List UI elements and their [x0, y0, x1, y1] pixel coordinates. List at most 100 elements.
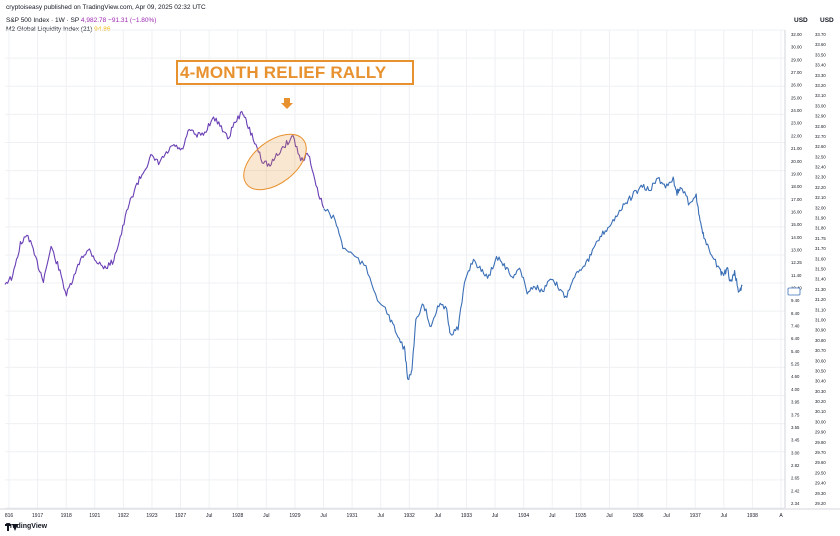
y-tick-right: 33.40 — [815, 63, 826, 68]
y-tick-right: 30.50 — [815, 368, 826, 373]
y-tick-right: 31.40 — [815, 277, 826, 282]
currency-label-left: USD — [794, 17, 808, 24]
y-tick-right: 30.70 — [815, 348, 826, 353]
y-tick-right: 31.75 — [815, 236, 826, 241]
y-tick-right: 32.60 — [815, 144, 826, 149]
x-tick-label: 1922 — [118, 513, 129, 519]
y-tick-left: 8.40 — [791, 311, 800, 316]
y-tick-left: 21.00 — [791, 146, 802, 151]
x-tick-label: Jul — [721, 513, 727, 519]
y-tick-right: 31.80 — [815, 226, 826, 231]
y-tick-right: 31.00 — [815, 317, 826, 322]
last-price-marker — [787, 287, 801, 296]
y-tick-left: 4.00 — [791, 387, 800, 392]
y-tick-left: 2.65 — [791, 476, 800, 481]
y-tick-right: 32.70 — [815, 134, 826, 139]
currency-label-right: USD — [820, 17, 834, 24]
x-tick-label: 1935 — [575, 513, 586, 519]
x-tick-label: 1927 — [175, 513, 186, 519]
y-tick-left: 6.40 — [791, 336, 800, 341]
y-tick-right: 30.20 — [815, 399, 826, 404]
series-line-sp500 — [4, 110, 325, 297]
x-tick-label: Jul — [549, 513, 555, 519]
y-tick-left: 2.42 — [791, 488, 800, 493]
y-tick-right: 29.90 — [815, 430, 826, 435]
y-tick-right: 33.30 — [815, 73, 826, 78]
x-tick-label: Jul — [663, 513, 669, 519]
y-tick-right: 32.10 — [815, 195, 826, 200]
y-tick-right: 31.50 — [815, 267, 826, 272]
y-tick-left: 3.45 — [791, 438, 800, 443]
legend-row-sp: S&P 500 Index · 1W · SP 4,982.78 −91.31 … — [6, 16, 156, 25]
y-tick-right: 31.20 — [815, 297, 826, 302]
annotation-box — [176, 60, 414, 85]
y-tick-left: 19.00 — [791, 171, 802, 176]
y-tick-right: 30.90 — [815, 328, 826, 333]
x-tick-label: Jul — [378, 513, 384, 519]
y-tick-left: 17.00 — [791, 197, 802, 202]
y-tick-left: 27.00 — [791, 70, 802, 75]
y-tick-right: 31.60 — [815, 256, 826, 261]
x-tick-label: 1938 — [747, 513, 758, 519]
x-tick-label: Jul — [263, 513, 269, 519]
x-tick-label: 1929 — [289, 513, 300, 519]
y-tick-left: 23.00 — [791, 121, 802, 126]
y-tick-left: 5.25 — [791, 362, 800, 367]
y-tick-right: 29.70 — [815, 450, 826, 455]
y-tick-left: 3.00 — [791, 450, 800, 455]
series-line-m2 — [323, 176, 743, 381]
x-tick-label: A — [779, 513, 783, 519]
y-tick-left: 14.00 — [791, 235, 802, 240]
y-tick-left: 20.00 — [791, 159, 802, 164]
y-tick-right: 30.00 — [815, 419, 826, 424]
y-tick-right: 33.70 — [815, 32, 826, 37]
y-tick-right: 33.20 — [815, 83, 826, 88]
y-tick-left: 4.60 — [791, 374, 800, 379]
y-tick-left: 25.00 — [791, 95, 802, 100]
highlight-ellipse — [243, 133, 307, 191]
x-tick-label: 1936 — [632, 513, 643, 519]
y-tick-right: 32.40 — [815, 165, 826, 170]
y-tick-right: 33.00 — [815, 103, 826, 108]
y-tick-left: 3.55 — [791, 425, 800, 430]
y-tick-left: 32.00 — [791, 32, 802, 37]
tradingview-brand-text: TradingView — [6, 523, 48, 530]
y-tick-right: 30.60 — [815, 358, 826, 363]
y-tick-left: 3.95 — [791, 400, 800, 405]
y-tick-right: 31.10 — [815, 307, 826, 312]
annotation-text: 4-MONTH RELIEF RALLY — [180, 63, 387, 82]
y-tick-right: 29.30 — [815, 491, 826, 496]
x-tick-label: Jul — [320, 513, 326, 519]
y-tick-right: 29.20 — [815, 501, 826, 506]
y-tick-right: 30.80 — [815, 338, 826, 343]
y-tick-left: 29.00 — [791, 57, 802, 62]
x-tick-label: 1917 — [32, 513, 43, 519]
y-tick-right: 29.60 — [815, 460, 826, 465]
legend-sp-label: S&P 500 Index · 1W · SP — [6, 17, 80, 24]
y-tick-left: 3.75 — [791, 412, 800, 417]
y-tick-left: 12.25 — [791, 260, 802, 265]
x-tick-label: Jul — [492, 513, 498, 519]
tradingview-logo[interactable]: TradingView — [6, 523, 47, 530]
y-tick-left: 18.00 — [791, 184, 802, 189]
publisher-line: cryptoiseasy published on TradingView.co… — [6, 4, 206, 11]
y-tick-right: 32.20 — [815, 185, 826, 190]
x-tick-label: 1937 — [690, 513, 701, 519]
y-tick-left: 9.40 — [791, 298, 800, 303]
y-tick-right: 31.70 — [815, 246, 826, 251]
y-tick-right: 33.50 — [815, 52, 826, 57]
x-tick-label: 1921 — [89, 513, 100, 519]
y-tick-right: 31.30 — [815, 287, 826, 292]
x-tick-label: Jul — [435, 513, 441, 519]
y-tick-left: 11.40 — [791, 273, 802, 278]
x-tick-label: 1923 — [146, 513, 157, 519]
legend-sp-change: −91.31 (−1.80%) — [108, 17, 157, 24]
tradingview-logo-icon — [5, 524, 18, 531]
x-tick-label: 816 — [5, 513, 14, 519]
y-tick-left: 22.00 — [791, 133, 802, 138]
x-tick-label: 1933 — [461, 513, 472, 519]
y-tick-right: 32.30 — [815, 175, 826, 180]
legend-sp-value: 4,982.78 — [80, 17, 107, 24]
y-tick-left: 24.00 — [791, 108, 802, 113]
